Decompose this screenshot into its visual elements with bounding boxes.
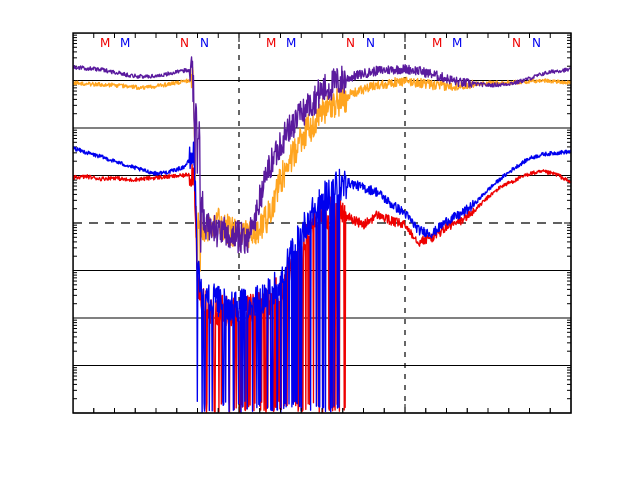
event-marker-n: N <box>200 36 209 50</box>
event-marker-n: N <box>512 36 521 50</box>
event-marker-n: N <box>345 36 355 50</box>
event-marker-m: M <box>285 36 297 50</box>
event-marker-n: N <box>180 36 189 50</box>
event-marker-n: N <box>366 36 375 50</box>
event-marker-m: M <box>99 36 111 50</box>
event-marker-m: M <box>119 36 131 50</box>
series-line <box>72 56 572 254</box>
event-marker-m: M <box>452 36 463 50</box>
event-marker-m: M <box>431 36 443 50</box>
series-line <box>72 141 572 414</box>
event-marker-n: N <box>531 36 541 50</box>
event-marker-m: M <box>266 36 277 50</box>
